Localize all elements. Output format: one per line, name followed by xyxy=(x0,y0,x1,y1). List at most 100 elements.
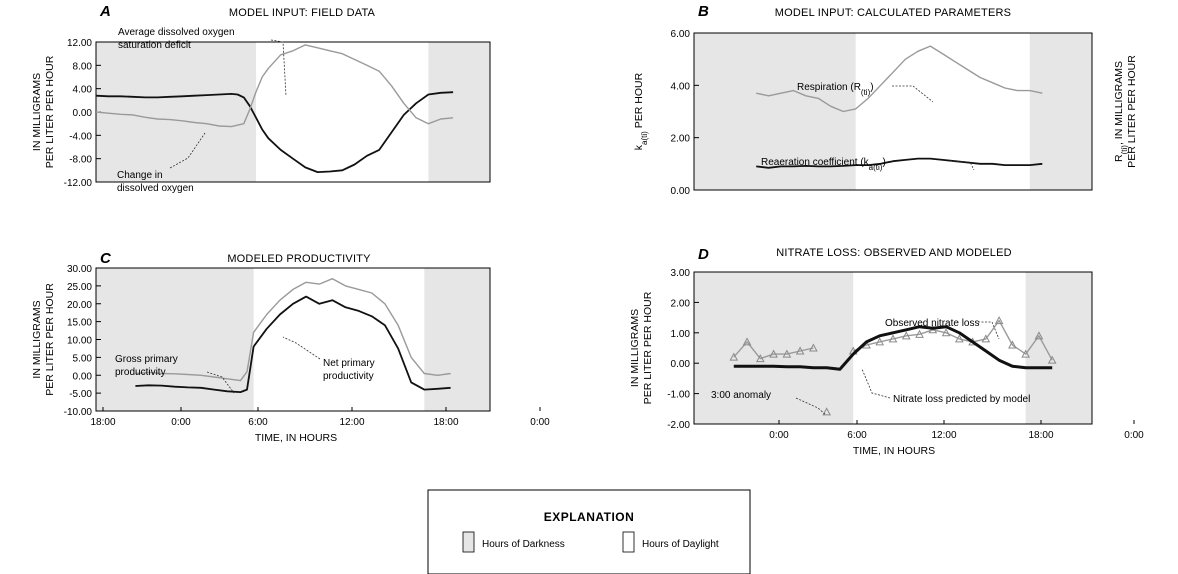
darkness-band xyxy=(694,33,856,190)
series-line xyxy=(95,91,454,174)
data-point xyxy=(729,352,739,361)
annotation: Average dissolved oxygen xyxy=(118,27,235,38)
darkness-band xyxy=(694,272,854,424)
panel-title: MODELED PRODUCTIVITY xyxy=(227,253,371,265)
panel-b: B MODEL INPUT: CALCULATED PARAMETERS 6.00 4… xyxy=(633,3,1138,197)
y-tick-label: -8.00 xyxy=(69,155,92,166)
y-tick-label: 8.00 xyxy=(73,61,93,72)
annotation: 3:00 anomaly xyxy=(711,390,771,401)
y-tick-label: 1.00 xyxy=(671,329,691,340)
annotation-leader xyxy=(795,397,827,416)
data-point xyxy=(915,329,924,338)
legend-daylight-label: Hours of Daylight xyxy=(642,539,719,550)
legend-darkness-swatch xyxy=(462,531,475,553)
annotation: dissolved oxygen xyxy=(117,183,194,194)
legend-box xyxy=(427,489,751,574)
y-tick-label: 5.00 xyxy=(73,353,93,364)
legend-title: EXPLANATION xyxy=(544,510,635,524)
panel-letter: A xyxy=(99,3,111,20)
series-line xyxy=(756,45,1043,113)
x-axis-label: TIME, IN HOURS xyxy=(853,445,935,457)
data-point xyxy=(769,349,778,358)
y-axis-label-line2: PER LITER PER HOUR xyxy=(44,283,56,396)
data-point xyxy=(875,337,885,346)
annotation: saturation deficit xyxy=(118,40,191,51)
y-tick-label: -5.00 xyxy=(69,389,92,400)
y-tick-label: 0.00 xyxy=(671,359,691,370)
x-tick-label: 6:00 xyxy=(847,430,867,441)
y-tick-label: 2.00 xyxy=(671,134,691,145)
panel-letter: D xyxy=(698,246,709,263)
annotation: Gross primary xyxy=(115,354,178,365)
annotation-leader xyxy=(978,321,1000,340)
panel-title: NITRATE LOSS: OBSERVED AND MODELED xyxy=(776,247,1012,259)
annotation: Change in xyxy=(117,170,163,181)
y-axis-label: IN MILLIGRAMS xyxy=(629,309,641,387)
data-point xyxy=(755,354,765,363)
data-point xyxy=(1034,331,1044,340)
y-tick-label: 0.00 xyxy=(73,371,93,382)
y-tick-label: 2.00 xyxy=(671,298,691,309)
series-line xyxy=(756,157,1043,169)
panel-title: MODEL INPUT: FIELD DATA xyxy=(229,7,376,19)
panel-letter: B xyxy=(698,3,709,20)
y-tick-label: 10.00 xyxy=(67,336,92,347)
annotation: Reaeration coefficient (ka(ti)) xyxy=(761,157,886,172)
annotation: productivity xyxy=(115,367,166,378)
y-tick-label: -4.00 xyxy=(69,131,92,142)
plot-frame xyxy=(693,32,1093,191)
annotation-leader xyxy=(270,39,287,97)
darkness-band xyxy=(96,42,257,182)
y-tick-label: -12.00 xyxy=(64,178,93,189)
y-axis-label-line2: PER LITER PER HOUR xyxy=(44,55,56,168)
x-tick-label: 0:00 xyxy=(171,417,191,428)
annotation-leader xyxy=(282,336,321,360)
annotation: Nitrate loss predicted by model xyxy=(893,394,1030,405)
darkness-band xyxy=(1029,33,1092,190)
y-tick-label: 12.00 xyxy=(67,38,92,49)
series-line xyxy=(733,341,814,360)
annotation-leader xyxy=(949,160,975,171)
y-axis-label-right: R(ti), IN MILLIGRAMS xyxy=(1113,61,1129,162)
x-tick-label: 0:00 xyxy=(769,430,789,441)
panel-letter: C xyxy=(100,250,112,267)
series-line xyxy=(95,44,454,128)
panel-a: A MODEL INPUT: FIELD DATA 12.00 8.00 4.00 0.0… xyxy=(31,3,491,194)
annotation: Net primary xyxy=(323,358,375,369)
panel-d: D NITRATE LOSS: OBSERVED AND MODELED 3.00 2… xyxy=(629,246,1144,457)
data-point xyxy=(1021,349,1031,358)
data-point xyxy=(954,334,964,343)
x-tick-label: 12:00 xyxy=(931,430,956,441)
annotation-leader xyxy=(206,371,235,394)
series-line xyxy=(733,325,1053,371)
y-tick-label: -10.00 xyxy=(64,407,93,418)
y-tick-label: 15.00 xyxy=(67,318,92,329)
y-tick-label: -2.00 xyxy=(667,420,690,431)
data-point xyxy=(901,331,911,340)
x-tick-label: 0:00 xyxy=(1124,430,1144,441)
series-line xyxy=(135,278,451,382)
legend-darkness-label: Hours of Darkness xyxy=(482,539,565,550)
annotation: Observed nitrate loss xyxy=(885,318,980,329)
darkness-band xyxy=(1025,272,1092,424)
data-point xyxy=(822,407,832,416)
legend-daylight-swatch xyxy=(622,531,635,553)
series-line xyxy=(135,295,451,394)
plot-frame xyxy=(693,271,1093,425)
data-point xyxy=(1047,355,1057,364)
y-axis-label: ka(ti) PER HOUR xyxy=(633,72,649,150)
y-tick-label: 25.00 xyxy=(67,282,92,293)
explanation-legend: EXPLANATION Hours of Darkness Hours of D… xyxy=(427,489,751,574)
darkness-band xyxy=(424,268,490,411)
data-point xyxy=(809,343,818,352)
x-tick-label: 18:00 xyxy=(1028,430,1053,441)
y-tick-label: -1.00 xyxy=(667,390,690,401)
data-point xyxy=(994,316,1004,325)
data-point xyxy=(941,328,951,337)
x-tick-label: 18:00 xyxy=(433,417,458,428)
x-tick-label: 0:00 xyxy=(530,417,550,428)
y-tick-label: 0.00 xyxy=(671,186,691,197)
y-tick-label: 30.00 xyxy=(67,264,92,275)
darkness-band xyxy=(428,42,490,182)
